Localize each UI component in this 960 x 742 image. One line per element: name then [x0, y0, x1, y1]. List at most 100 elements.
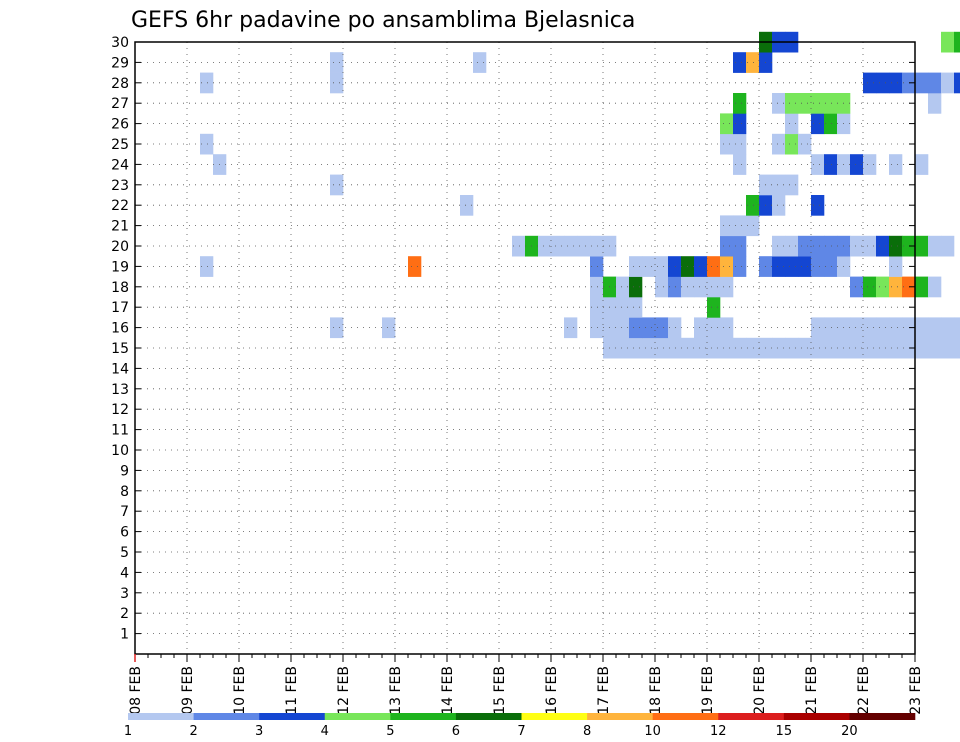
precip-cell — [772, 195, 786, 216]
legend-swatch — [718, 713, 785, 720]
precip-cell — [824, 256, 838, 277]
precip-cell — [772, 337, 786, 359]
precip-cell — [772, 256, 786, 277]
precip-cell — [902, 72, 916, 94]
precip-cell — [902, 337, 916, 359]
precip-cell — [798, 235, 812, 257]
precip-cell — [655, 256, 669, 277]
precip-cell — [668, 337, 682, 359]
y-tick-label: 24 — [111, 157, 129, 173]
precip-cell — [330, 72, 344, 94]
precip-cell — [915, 72, 929, 94]
legend-label: 20 — [841, 724, 858, 739]
chart-title: GEFS 6hr padavine po ansamblima Bjelasni… — [131, 8, 635, 33]
precip-cell — [629, 256, 643, 277]
precip-cell — [460, 195, 474, 216]
precip-cell — [785, 235, 799, 257]
x-tick-label: 12 FEB — [336, 666, 352, 715]
precip-cell — [850, 154, 864, 175]
precip-cell — [590, 256, 604, 277]
y-tick-label: 20 — [111, 239, 129, 255]
precip-cell — [889, 256, 903, 277]
precip-cell — [798, 93, 812, 114]
precip-cell — [720, 113, 734, 135]
precip-cell — [811, 317, 825, 339]
precip-cell — [590, 297, 604, 318]
precip-cell — [629, 276, 643, 298]
precip-cell — [785, 133, 799, 155]
precip-cell — [473, 52, 487, 73]
precip-cell — [642, 256, 656, 277]
y-tick-label: 6 — [120, 525, 129, 541]
precip-cell — [876, 337, 890, 359]
precip-cell — [850, 337, 864, 359]
precip-cell — [824, 154, 838, 175]
y-tick-label: 8 — [120, 484, 129, 500]
precip-cell — [772, 174, 786, 196]
precip-cell — [785, 337, 799, 359]
precip-cell — [785, 93, 799, 114]
precip-cell — [876, 317, 890, 339]
precip-cell — [824, 337, 838, 359]
precip-cell — [512, 235, 526, 257]
precip-cell — [733, 337, 747, 359]
precip-cell — [694, 276, 708, 298]
y-tick-label: 22 — [111, 198, 129, 214]
legend-swatch — [259, 713, 326, 720]
x-tick-label: 09 FEB — [180, 666, 196, 715]
legend-label: 2 — [189, 724, 197, 739]
precip-cell — [889, 154, 903, 175]
precip-cell — [928, 93, 942, 114]
precip-cell — [629, 297, 643, 318]
y-tick-label: 25 — [111, 137, 129, 153]
precip-cell — [720, 235, 734, 257]
precip-cell — [863, 276, 877, 298]
y-tick-label: 7 — [120, 504, 129, 520]
precip-cell — [876, 276, 890, 298]
y-tick-label: 11 — [111, 423, 129, 439]
precip-cell — [538, 235, 552, 257]
precip-cell — [720, 215, 734, 237]
precip-cell — [889, 317, 903, 339]
legend-swatch — [193, 713, 260, 720]
y-tick-label: 17 — [111, 300, 129, 316]
precip-cell — [694, 317, 708, 339]
y-tick-label: 16 — [111, 321, 129, 337]
x-tick-label: 15 FEB — [492, 666, 508, 715]
precip-cell — [850, 235, 864, 257]
x-tick-label: 22 FEB — [856, 666, 872, 715]
legend-swatch — [390, 713, 457, 720]
y-tick-label: 2 — [120, 606, 129, 622]
precip-cell — [655, 317, 669, 339]
precip-cell — [928, 337, 942, 359]
precip-cell — [824, 317, 838, 339]
x-tick-label: 13 FEB — [388, 666, 404, 715]
precip-cell — [590, 276, 604, 298]
precip-cell — [746, 215, 760, 237]
precip-cell — [785, 174, 799, 196]
precip-cell — [733, 154, 747, 175]
precip-cell — [811, 235, 825, 257]
x-tick-label: 17 FEB — [596, 666, 612, 715]
precip-cell — [564, 235, 578, 257]
y-tick-label: 29 — [111, 55, 129, 71]
precip-cell — [811, 256, 825, 277]
precip-cell — [889, 337, 903, 359]
precip-cell — [330, 52, 344, 73]
precip-cell — [200, 72, 214, 94]
precip-cell — [915, 276, 929, 298]
y-tick-label: 27 — [111, 96, 129, 112]
precip-cell — [720, 256, 734, 277]
precip-cell — [733, 52, 747, 73]
precip-cell — [733, 215, 747, 237]
legend-swatch — [849, 713, 916, 720]
y-tick-label: 18 — [111, 280, 129, 296]
precip-cell — [811, 113, 825, 135]
precip-cell — [954, 337, 960, 359]
precip-cell — [733, 113, 747, 135]
color-legend: 1 2 3 4 5 6 7 8 10 12 15 20 — [124, 713, 916, 739]
precip-cell — [941, 337, 955, 359]
legend-label: 6 — [452, 724, 460, 739]
precip-cell — [902, 235, 916, 257]
